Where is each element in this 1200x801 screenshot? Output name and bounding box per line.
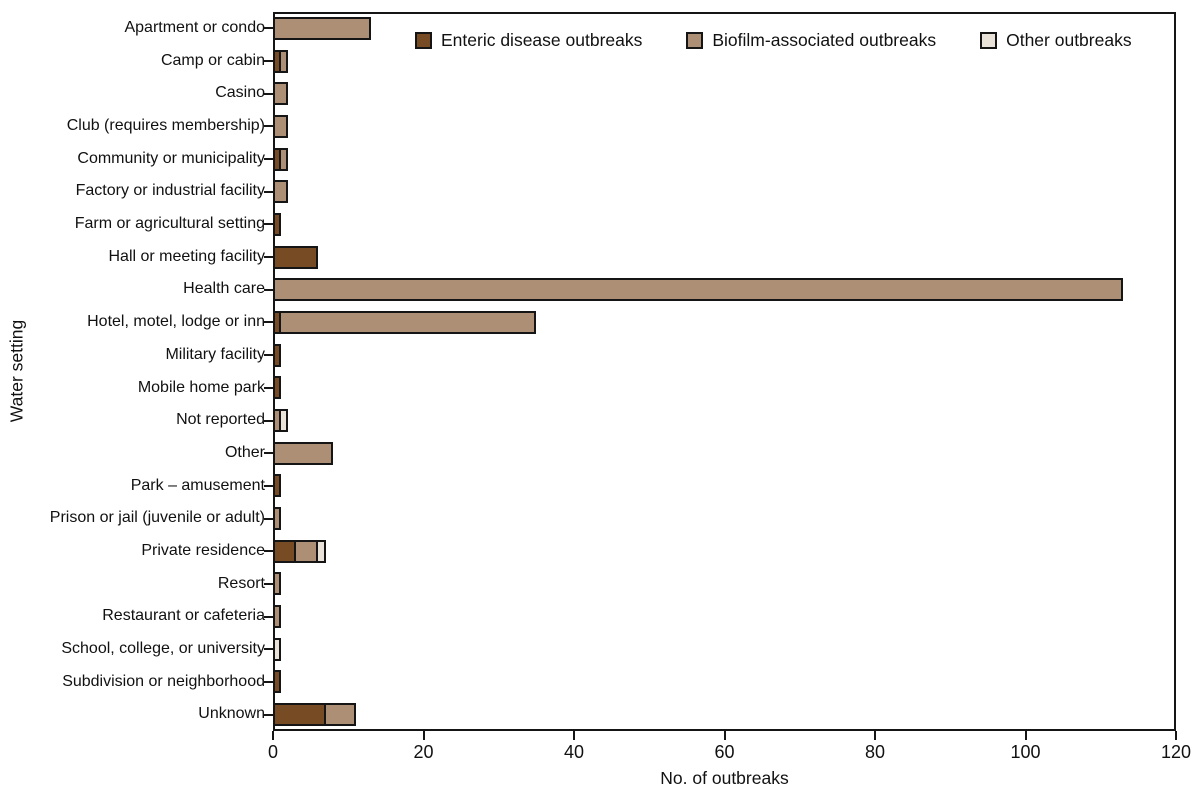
- category-label: Prison or jail (juvenile or adult): [49, 509, 265, 527]
- x-axis-tick: [1024, 731, 1027, 740]
- y-axis-tick: [264, 321, 273, 324]
- category-label: Other: [224, 443, 265, 461]
- bar-segment: [316, 539, 326, 563]
- category-label: School, college, or university: [61, 639, 265, 657]
- bar-segment: [273, 670, 281, 694]
- legend-item: Other outbreaks: [980, 30, 1132, 51]
- legend-label: Biofilm-associated outbreaks: [712, 30, 937, 50]
- category-label: Not reported: [176, 411, 265, 429]
- x-axis-tick-label: 20: [413, 742, 434, 762]
- bar-segment: [273, 278, 1124, 302]
- bar-segment: [273, 376, 281, 400]
- category-label: Health care: [183, 280, 265, 298]
- category-label: Park – amusement: [130, 476, 265, 494]
- category-label: Club (requires membership): [66, 117, 265, 135]
- legend-swatch-icon: [415, 32, 432, 49]
- x-axis-tick-label: 80: [864, 742, 886, 762]
- y-axis-tick: [264, 713, 273, 716]
- y-axis-tick: [264, 125, 273, 128]
- y-axis-tick: [264, 27, 273, 30]
- x-axis-tick: [422, 731, 425, 740]
- bar-segment: [278, 49, 289, 73]
- bar-segment: [278, 409, 289, 433]
- y-axis-tick: [264, 680, 273, 683]
- bar-segment: [273, 441, 334, 465]
- bar-segment: [273, 605, 281, 629]
- y-axis-tick: [264, 582, 273, 585]
- y-axis-tick: [264, 550, 273, 553]
- y-axis-tick: [264, 256, 273, 259]
- legend-swatch-icon: [686, 32, 704, 49]
- bar-segment: [273, 212, 281, 236]
- category-label: Military facility: [165, 345, 265, 363]
- bar-segment: [273, 180, 289, 204]
- category-label: Camp or cabin: [160, 51, 265, 69]
- y-axis-tick: [264, 190, 273, 193]
- y-axis-tick: [264, 354, 273, 357]
- bar-segment: [273, 507, 281, 531]
- x-axis-tick: [1175, 731, 1177, 740]
- bar-segment: [273, 16, 371, 40]
- legend: Enteric disease outbreaks Biofilm-associa…: [415, 30, 1132, 51]
- category-label: Mobile home park: [137, 378, 265, 396]
- category-label: Private residence: [141, 541, 265, 559]
- y-axis-tick: [264, 288, 273, 291]
- bar-segment: [278, 310, 537, 334]
- x-axis-tick: [723, 731, 726, 740]
- y-axis-tick: [264, 92, 273, 95]
- bar-segment: [273, 114, 289, 138]
- category-label: Farm or agricultural setting: [74, 215, 265, 233]
- y-axis-tick: [264, 386, 273, 389]
- category-label: Subdivision or neighborhood: [62, 672, 265, 690]
- bar-segment: [273, 343, 281, 367]
- y-axis-tick: [264, 648, 273, 651]
- category-label: Hotel, motel, lodge or inn: [87, 313, 265, 331]
- category-label: Factory or industrial facility: [75, 182, 265, 200]
- x-axis-tick-label: 0: [267, 742, 278, 762]
- bar-segment: [273, 703, 326, 727]
- category-label: Restaurant or cafeteria: [102, 607, 265, 625]
- y-axis-tick: [264, 484, 273, 487]
- x-axis-tick: [874, 731, 876, 740]
- category-label: Resort: [217, 574, 265, 592]
- bar-segment: [273, 572, 281, 596]
- x-axis-tick-label: 120: [1160, 742, 1192, 762]
- legend-label: Other outbreaks: [1006, 30, 1132, 50]
- x-axis-tick: [272, 731, 274, 740]
- x-axis-title: No. of outbreaks: [660, 768, 789, 788]
- legend-label: Enteric disease outbreaks: [441, 30, 643, 50]
- legend-swatch-icon: [980, 32, 998, 49]
- legend-item: Biofilm-associated outbreaks: [686, 30, 936, 51]
- bar-segment: [278, 147, 289, 171]
- bar-segment: [293, 539, 319, 563]
- legend-item: Enteric disease outbreaks: [415, 30, 642, 51]
- y-axis-tick: [264, 223, 273, 226]
- y-axis-tick: [264, 615, 273, 618]
- x-axis-tick-label: 40: [563, 742, 585, 762]
- plot-area: [273, 12, 1176, 731]
- y-axis-tick: [264, 60, 273, 63]
- y-axis-tick: [264, 419, 273, 422]
- x-axis-tick-label: 100: [1010, 742, 1041, 762]
- bar-segment: [273, 474, 281, 498]
- y-axis-tick: [264, 452, 273, 455]
- bar-segment: [273, 539, 296, 563]
- x-axis-tick: [573, 731, 575, 740]
- category-label: Community or municipality: [77, 149, 265, 167]
- category-label: Apartment or condo: [124, 19, 265, 36]
- bar-segment: [273, 637, 281, 661]
- y-axis-tick: [264, 158, 273, 161]
- category-label: Unknown: [198, 705, 265, 723]
- x-axis-tick-label: 60: [714, 742, 735, 762]
- bar-segment: [323, 703, 356, 727]
- bar-segment: [273, 82, 289, 106]
- bar-segment: [273, 245, 319, 269]
- y-axis-tick: [264, 517, 273, 520]
- category-label: Casino: [215, 84, 265, 102]
- category-label: Hall or meeting facility: [108, 247, 266, 265]
